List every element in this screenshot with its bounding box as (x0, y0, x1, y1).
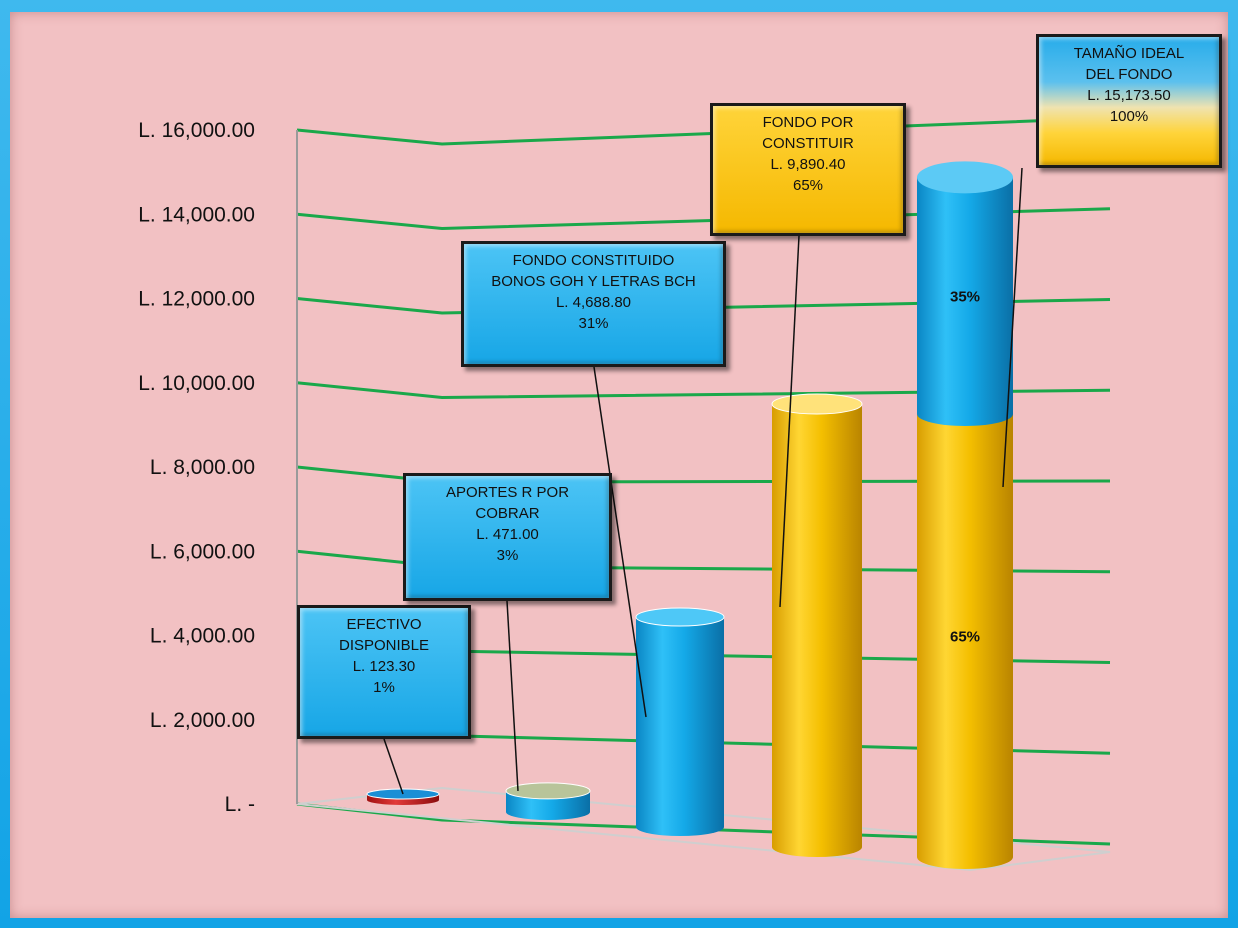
y-tick-label: L. 6,000.00 (150, 540, 255, 563)
callout-por-constituir: FONDO POR CONSTITUIR L. 9,890.40 65% (710, 103, 906, 236)
y-tick-label: L. - (225, 793, 255, 816)
callout-constituido-pct: 31% (578, 315, 609, 332)
callout-ideal-line2: DEL FONDO (1085, 66, 1173, 83)
gridline (296, 297, 1111, 315)
callout-ideal-value: L. 15,173.50 (1087, 87, 1171, 104)
callout-aportes-line2: COBRAR (475, 505, 540, 522)
plot-area: L. 16,000.00 L. 14,000.00 L. 12,000.00 L. 1… (10, 12, 1228, 918)
bar-series1 (636, 616, 724, 836)
stack-label-65: 65% (950, 629, 980, 646)
leader-line (593, 366, 647, 718)
callout-ideal-line1: TAMAÑO IDEAL (1073, 45, 1185, 62)
callout-por-constituir-line1: FONDO POR (762, 114, 854, 131)
callout-constituido-value: L. 4,688.80 (555, 294, 632, 311)
y-tick-label: L. 10,000.00 (138, 372, 255, 395)
leader-line (779, 235, 800, 608)
bar-top (635, 607, 725, 627)
callout-por-constituir-pct: 65% (792, 177, 824, 194)
y-tick-label: L. 2,000.00 (150, 709, 255, 732)
leader-line (506, 600, 519, 791)
callout-efectivo-value: L. 123.30 (352, 658, 416, 675)
bar-series2 (917, 177, 1013, 426)
callout-por-constituir-line2: CONSTITUIR (762, 135, 854, 152)
callout-aportes-pct: 3% (496, 547, 519, 564)
callout-ideal: TAMAÑO IDEAL DEL FONDO L. 15,173.50 100% (1036, 34, 1222, 168)
y-tick-label: L. 14,000.00 (138, 203, 255, 226)
y-tick-label: L. 16,000.00 (138, 119, 255, 142)
callout-constituido-line2: BONOS GOH Y LETRAS BCH (491, 273, 696, 290)
leader-line (1002, 167, 1023, 488)
bar-series2-top (917, 161, 1013, 194)
callout-efectivo-line1: EFECTIVO (346, 616, 422, 633)
callout-efectivo-pct: 1% (373, 679, 395, 696)
callout-aportes: APORTES R POR COBRAR L. 471.00 3% (403, 473, 612, 601)
callout-efectivo: EFECTIVO DISPONIBLE L. 123.30 1% (297, 605, 471, 739)
bar-series1 (917, 414, 1013, 869)
bar-top (771, 393, 863, 415)
callout-aportes-line1: APORTES R POR (445, 484, 570, 501)
callout-constituido: FONDO CONSTITUIDO BONOS GOH Y LETRAS BCH… (461, 241, 726, 367)
callout-efectivo-line2: DISPONIBLE (338, 637, 430, 654)
leader-line (383, 738, 404, 795)
gridline (296, 381, 1111, 400)
y-tick-label: L. 4,000.00 (150, 625, 255, 648)
y-tick-label: L. 8,000.00 (150, 456, 255, 479)
callout-por-constituir-value: L. 9,890.40 (770, 156, 846, 173)
y-tick-label: L. 12,000.00 (138, 288, 255, 311)
bar-top (505, 782, 591, 800)
bar-series1 (772, 404, 862, 857)
callout-ideal-pct: 100% (1109, 108, 1149, 125)
callout-aportes-value: L. 471.00 (476, 526, 539, 543)
chart-svg: L. 16,000.00 L. 14,000.00 L. 12,000.00 L. 1… (138, 116, 1111, 872)
callout-constituido-line1: FONDO CONSTITUIDO (512, 252, 675, 269)
gridline (296, 116, 1111, 146)
stack-label-35: 35% (950, 289, 980, 306)
